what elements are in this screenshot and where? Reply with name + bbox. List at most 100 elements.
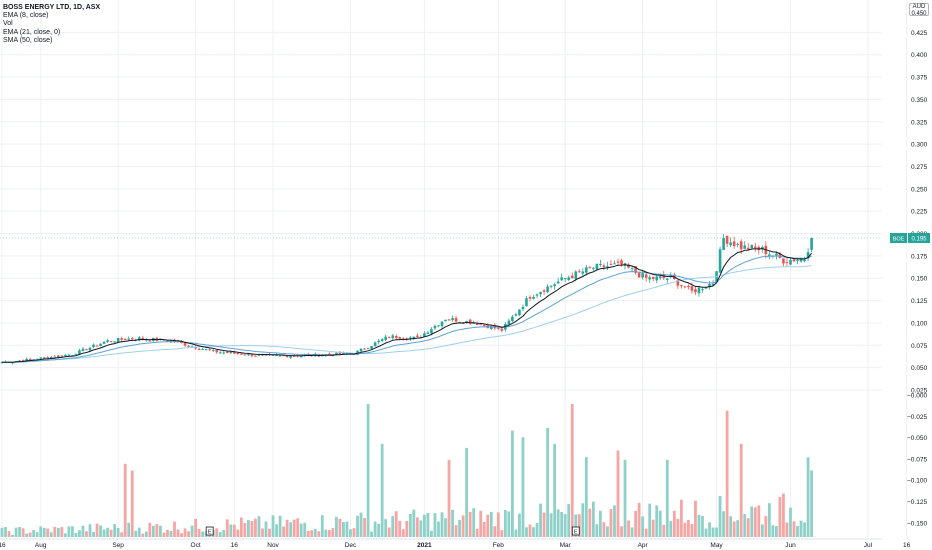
candle-body <box>785 262 789 264</box>
volume-bar <box>380 443 384 537</box>
candle-body <box>250 354 254 356</box>
volume-bar <box>345 521 349 537</box>
candle-body <box>497 327 500 329</box>
volume-bar <box>14 527 18 537</box>
candle-body <box>423 333 426 337</box>
candle-body <box>775 253 778 256</box>
legend-vol[interactable]: Vol <box>3 20 13 28</box>
volume-bar <box>232 524 236 537</box>
volume-bar <box>715 527 718 537</box>
candle-body <box>440 321 444 327</box>
volume-bar <box>500 530 504 537</box>
candle-body <box>528 297 532 299</box>
candle-body <box>574 271 578 279</box>
volume-bar <box>222 530 226 537</box>
volume-bar <box>767 503 771 537</box>
candle-body <box>556 281 560 284</box>
candle-body <box>57 355 60 358</box>
volume-bar <box>528 524 532 537</box>
volume-bar <box>560 511 564 537</box>
volume-bar <box>451 509 454 537</box>
candle-body <box>363 348 366 350</box>
chart-legend: BOSS ENERGY LTD, 1D, ASX EMA (8, close) … <box>3 4 100 45</box>
volume-bar <box>778 496 782 537</box>
volume-bar <box>11 534 14 537</box>
volume-bar <box>616 450 620 537</box>
candle-body <box>648 277 651 280</box>
volume-bar <box>475 528 479 537</box>
candle-body <box>437 325 440 327</box>
volume-bar <box>398 520 402 537</box>
time-tick-label: Feb <box>493 542 505 549</box>
volume-bar <box>433 513 437 537</box>
volume-bar <box>46 528 50 537</box>
currency-scale: 0.450 <box>911 10 927 17</box>
volume-bar <box>28 532 32 537</box>
volume-bar <box>630 527 634 537</box>
volume-bar <box>303 522 307 537</box>
volume-bar <box>549 513 553 537</box>
candle-body <box>130 338 134 340</box>
candle-body <box>514 314 518 316</box>
candle-body <box>225 351 229 353</box>
currency-button[interactable]: AUD 0.450 <box>909 3 929 17</box>
candle-body <box>570 275 574 279</box>
volume-bar <box>687 519 690 537</box>
candle-body <box>746 247 750 250</box>
volume-bar <box>521 437 525 537</box>
volume-bar <box>732 521 736 537</box>
time-tick-label: 16 <box>0 542 6 549</box>
volume-bar <box>257 516 261 537</box>
candle-body <box>676 280 680 286</box>
price-tick-label: 0.175 <box>911 253 928 260</box>
axes: 0.425 0.400 0.375 0.350 0.325 0.300 0.275 0.250… <box>0 30 930 549</box>
candle-body <box>606 266 609 269</box>
time-tick-label: May <box>710 542 723 549</box>
candle-body <box>630 268 634 270</box>
candle-body <box>85 349 88 351</box>
candle-body <box>233 351 236 354</box>
candle-body <box>743 245 747 249</box>
volume-bar <box>405 521 409 537</box>
candle-body <box>609 264 613 266</box>
legend-ema21[interactable]: EMA (21, close, 0) <box>3 28 61 36</box>
candle-body <box>472 322 475 324</box>
volume-bar <box>708 522 711 537</box>
candle-body <box>655 276 659 281</box>
legend-ema8[interactable]: EMA (8, close) <box>3 12 49 20</box>
volume-bar <box>486 514 490 537</box>
volume-bar <box>7 531 11 537</box>
candle-body <box>204 349 208 351</box>
volume-bar <box>194 518 197 537</box>
candle-body <box>454 318 458 322</box>
legend-sma50[interactable]: SMA (50, close) <box>3 36 53 44</box>
volume-bar <box>739 443 743 537</box>
volume-bar <box>218 532 222 537</box>
price-tick-label: 0.400 <box>911 52 928 59</box>
candle-body <box>711 283 715 286</box>
volume-bar <box>609 509 613 537</box>
volume-bar <box>306 530 310 537</box>
volume-bar <box>430 530 433 537</box>
candle-body <box>602 265 606 268</box>
candle-body <box>405 338 409 340</box>
volume-bar <box>39 526 43 537</box>
volume-bar <box>166 529 169 537</box>
grid-lines <box>0 0 908 540</box>
volume-bar <box>458 519 461 537</box>
candle-body <box>750 244 754 249</box>
candle-body <box>46 357 50 359</box>
candle-body <box>585 267 588 273</box>
volume-bar <box>493 526 497 537</box>
volume-bar <box>595 524 599 537</box>
candle-body <box>468 319 472 324</box>
volume-bar <box>676 518 680 537</box>
candle-body <box>215 350 219 353</box>
volume-bar <box>92 531 95 537</box>
candle-body <box>398 337 402 339</box>
volume-bar <box>275 524 278 537</box>
volume-bar <box>518 513 521 537</box>
earnings-marker-label: E <box>574 529 578 535</box>
volume-bar <box>127 522 131 537</box>
